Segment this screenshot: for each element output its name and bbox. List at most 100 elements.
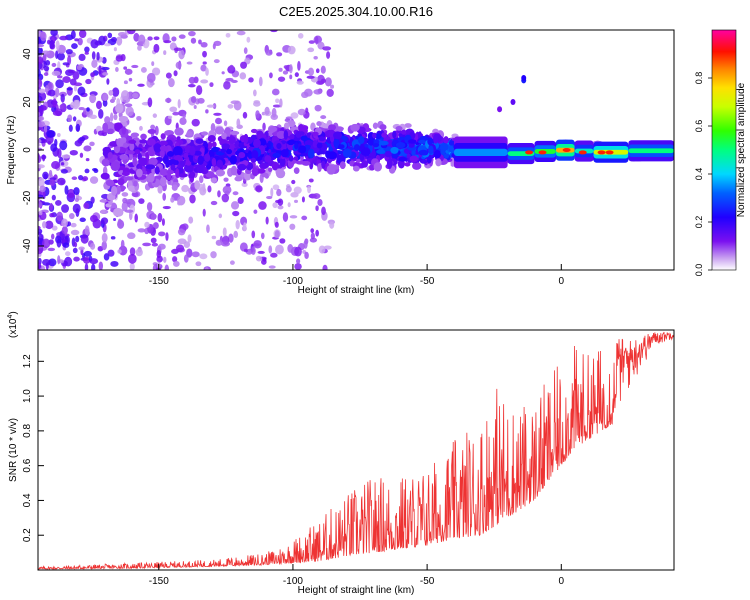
spectrogram-cell xyxy=(93,168,99,173)
spectrogram-cell xyxy=(188,76,196,84)
spectrogram-cell xyxy=(212,43,216,50)
spectrogram-cell xyxy=(78,30,87,39)
spectrogram-cell xyxy=(282,70,289,75)
spectrogram-cell xyxy=(40,265,46,270)
spectrogram-cell xyxy=(250,157,257,163)
spectrogram-cell xyxy=(379,153,385,159)
spectrogram-cell xyxy=(225,77,234,82)
spectrogram-cell xyxy=(259,162,269,170)
spectrogram-cell xyxy=(121,201,128,212)
spectrogram-cell xyxy=(109,112,114,122)
spectrogram-cell xyxy=(126,30,136,35)
spectrogram-cell xyxy=(350,123,360,132)
spectrogram-cell xyxy=(381,132,388,138)
spectrogram-cell xyxy=(313,56,318,60)
spectrogram-cell xyxy=(61,154,71,159)
spectrogram-cell xyxy=(154,125,159,136)
spectrogram-cell xyxy=(320,65,326,74)
spectrogram-cell xyxy=(48,169,53,177)
spectrogram-cell xyxy=(246,36,251,43)
spectrogram-cell xyxy=(255,185,263,193)
spectrogram-cell xyxy=(315,68,320,74)
spectrogram-cell xyxy=(38,200,43,208)
spectrogram-cell xyxy=(274,230,280,238)
spectrogram-cell xyxy=(255,255,263,262)
spectrogram-cell xyxy=(277,198,284,206)
spectrogram-cell xyxy=(326,164,336,175)
spectrogram-cell xyxy=(182,113,186,119)
spectrogram-peak xyxy=(605,150,614,155)
spectrogram-cell xyxy=(223,81,231,90)
spectrogram-cell xyxy=(188,31,196,37)
spectrogram-cell xyxy=(279,157,286,167)
spectrogram-cell xyxy=(75,235,80,243)
snr-scale-label: (x104) xyxy=(7,311,19,338)
spectrogram-cell xyxy=(296,258,301,264)
spectrogram-cell xyxy=(314,35,319,45)
spectrogram-cell xyxy=(268,245,273,254)
spectrogram-cell xyxy=(128,77,133,82)
spectrogram-cell xyxy=(102,99,108,107)
spectrogram-cell xyxy=(333,138,340,149)
spectrogram-cell xyxy=(212,102,217,110)
spectrogram-cell xyxy=(226,148,233,155)
colorbar-gradient xyxy=(711,29,737,271)
spectrogram-cell xyxy=(283,129,289,140)
spectrogram-cell xyxy=(188,216,194,224)
spectrogram-cell xyxy=(73,187,80,195)
spectrogram-cell xyxy=(38,115,45,121)
spectrogram-cell xyxy=(100,172,110,180)
spectrogram-cell xyxy=(268,126,278,133)
spectrogram-cell xyxy=(163,50,167,56)
spectrogram-cell xyxy=(96,51,100,61)
snr-scale-exponent: 4 xyxy=(7,315,14,319)
spectrogram-cell xyxy=(107,32,113,39)
spectrogram-cell xyxy=(159,145,169,152)
spectrogram-cell xyxy=(47,247,56,252)
spectrogram-cell xyxy=(51,161,61,169)
spectrogram-cell xyxy=(179,117,187,126)
spectrogram-cell xyxy=(270,252,278,258)
spectrogram-cell xyxy=(207,134,216,142)
spectrogram-cell xyxy=(43,124,48,133)
spectrogram-cell xyxy=(177,98,181,109)
spectrogram-cell xyxy=(210,200,218,206)
spectrogram-cell xyxy=(404,123,412,128)
spectrogram-cell xyxy=(290,112,299,119)
spectrogram-cell xyxy=(150,237,157,244)
spectrogram-cell xyxy=(82,256,91,264)
spectrogram-cell xyxy=(298,33,304,39)
spectrogram-cell xyxy=(187,234,192,243)
spectrogram-cell xyxy=(384,151,392,158)
spectrogram-cell xyxy=(133,180,138,187)
spectrogram-cell xyxy=(160,133,166,140)
spectrogram-cell xyxy=(312,140,318,148)
spectrogram-cell xyxy=(123,176,134,181)
spectrogram-cell xyxy=(283,122,290,130)
spectrogram-cell xyxy=(82,176,89,182)
spectrogram-cell xyxy=(70,229,80,236)
spectrogram-cell xyxy=(38,194,44,198)
spectrogram-cell xyxy=(83,250,92,257)
spectrogram-cell xyxy=(66,87,73,91)
spectrogram-cell xyxy=(186,131,193,137)
spectrogram-cell xyxy=(215,169,226,177)
spectrogram-cell xyxy=(195,261,202,267)
spectrogram-cell xyxy=(199,175,204,184)
spectrogram-cell xyxy=(379,124,387,131)
spectrogram-cell xyxy=(113,217,117,222)
spectrogram-cell xyxy=(372,133,377,139)
spectrogram-cell xyxy=(280,149,289,158)
spectrogram-cell xyxy=(243,248,248,253)
spectrogram-cell xyxy=(313,89,323,95)
colorbar-label: Normalized spectral amplitude xyxy=(736,82,747,217)
spectrogram-cell xyxy=(59,140,68,151)
spectrogram-cell xyxy=(218,213,223,219)
spectrogram-cell xyxy=(287,140,295,146)
spectrogram-cell xyxy=(111,185,118,196)
spectrogram-cell xyxy=(159,176,167,187)
spectrogram-cell xyxy=(202,50,207,58)
spectrogram-cell xyxy=(272,184,280,191)
spectrogram-cell xyxy=(78,246,85,251)
spectrogram-cell xyxy=(190,96,197,103)
